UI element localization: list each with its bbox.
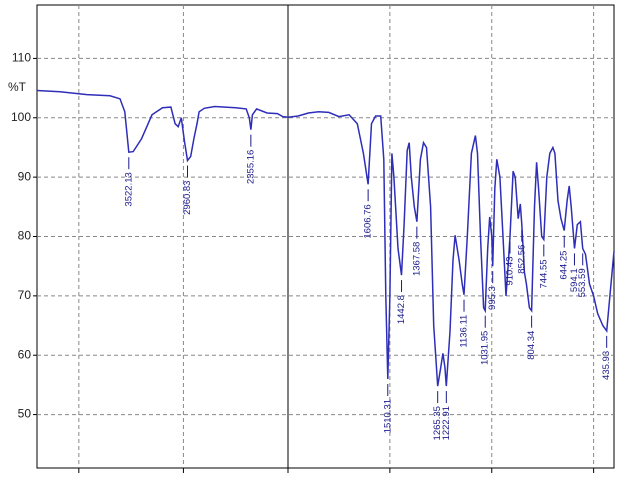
y-tick-label: 90 [18,169,32,183]
y-tick-label: 50 [18,407,32,421]
y-tick-label: 110 [12,51,31,65]
peak-label: 1222.91 [441,406,452,440]
y-tick-label: 80 [18,229,32,243]
peak-label: 1442.8 [396,295,407,324]
peak-label: 804.34 [526,331,537,360]
y-tick-label: 100 [11,110,31,124]
y-axis-label: %T [8,80,27,94]
peak-label: 1510.31 [382,399,393,433]
peak-label: 1136.11 [459,315,470,348]
spectrum-line [36,89,615,387]
peak-label: 910.43 [505,257,516,286]
peak-label: 744.55 [538,259,549,288]
peak-label: 2960.83 [182,181,193,215]
peak-label: 553.59 [577,268,588,297]
peak-label: 1367.58 [411,242,422,276]
peak-label: 644.25 [559,251,570,280]
peak-label: 852.56 [516,245,527,274]
y-tick-label: 60 [18,347,32,361]
peak-label: 995.3 [487,286,498,310]
y-tick-label: 70 [18,288,32,302]
peak-label: 1606.76 [363,204,374,238]
peak-label: 435.93 [601,351,612,380]
peak-label: 1031.95 [480,331,491,365]
peak-label: 2355.16 [245,150,256,184]
peak-label: 3522.13 [123,172,134,206]
peak-label: 1265.35 [432,406,443,440]
peak-label: 594.1 [569,268,580,292]
